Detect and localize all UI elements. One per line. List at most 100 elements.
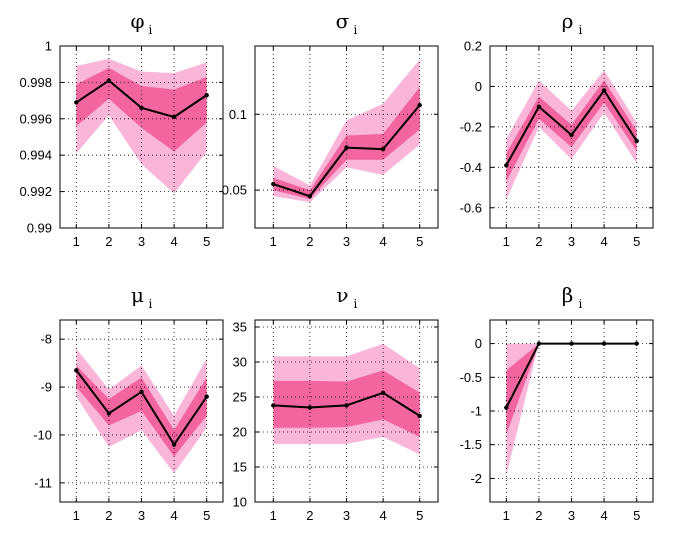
panel-title: μ [131,283,144,307]
median-point [536,104,542,109]
y-tick-label: -9 [40,380,52,395]
y-tick-label: 30 [233,355,247,370]
y-tick-label: -1 [470,404,482,419]
x-tick-label: 4 [600,234,607,249]
panel-title: ν [336,283,348,307]
panel-5: 1 2 3 4 5 10 15 20 25 30 35 ν i [233,283,439,523]
y-tick-label: 35 [233,320,247,335]
panel-title: β [562,283,574,307]
panel-title-subscript: i [579,23,583,37]
panel-2: 1 2 3 4 5 0.05 0.1 σ i [222,9,439,249]
median-point [139,105,144,111]
x-tick-label: 3 [138,234,145,249]
y-tick-label: -10 [33,427,52,442]
median-point [74,368,79,373]
y-tick-label: 0.99 [27,221,52,236]
y-tick-label: 15 [233,460,247,475]
median-point [536,341,542,346]
median-point [634,138,639,144]
x-tick-label: 1 [503,508,510,523]
x-tick-label: 1 [270,234,277,249]
median-point [139,389,144,395]
median-point [504,405,509,410]
median-point [417,413,422,419]
panel-1: 1 2 3 4 5 0.99 0.992 0.994 0.996 0.998 1 φ i [19,9,224,249]
y-tick-label: -1.5 [460,437,482,452]
median-point [106,411,112,416]
x-tick-label: 3 [343,234,350,249]
x-tick-label: 2 [535,234,542,249]
median-point [601,341,607,346]
panel-title-subscript: i [149,23,153,37]
y-tick-label: -0.2 [460,119,482,134]
y-tick-label: -8 [40,332,52,347]
median-point [204,92,209,98]
y-tick-label: 25 [233,390,247,405]
x-tick-label: 4 [379,508,386,523]
median-point [204,394,209,399]
median-point [344,145,349,150]
x-tick-label: 4 [170,508,177,523]
y-tick-label: -0.6 [460,200,482,215]
y-tick-label: 0.1 [229,107,247,122]
x-tick-label: 1 [270,508,277,523]
y-tick-label: 0.996 [19,111,52,126]
x-tick-label: 3 [138,508,145,523]
panel-title-subscript: i [579,297,583,311]
x-tick-label: 2 [535,508,542,523]
panel-3: 1 2 3 4 5 -0.6 -0.4 -0.2 0 0.2 ρ i [460,9,654,249]
x-tick-label: 1 [73,234,80,249]
y-tick-label: -0.4 [460,160,482,175]
x-tick-label: 5 [633,508,640,523]
y-tick-label: -2 [470,471,482,486]
median-point [307,193,313,199]
panel-title: φ [130,9,144,33]
x-tick-label: 3 [568,508,575,523]
x-tick-label: 5 [416,234,423,249]
median-point [106,78,112,83]
panel-title-subscript: i [149,297,153,311]
x-tick-label: 2 [105,508,112,523]
x-tick-label: 2 [306,234,313,249]
y-tick-label: 1 [45,39,52,54]
y-tick-label: 0 [475,336,482,351]
median-point [271,181,276,187]
outer-credible-band [506,343,637,476]
median-point [601,88,607,93]
median-point [171,114,177,120]
y-tick-label: 0.2 [464,39,482,54]
x-tick-label: 4 [600,508,607,523]
median-point [569,132,574,138]
median-point [344,403,349,408]
median-point [171,442,177,447]
median-point [569,341,574,346]
y-tick-label: 10 [233,495,247,510]
inner-credible-band [76,365,207,457]
x-tick-label: 4 [170,234,177,249]
y-tick-label: 0.992 [19,184,52,199]
median-point [504,163,509,168]
panel-title: ρ [562,9,574,33]
median-point [380,390,386,395]
x-tick-label: 2 [105,234,112,249]
median-point [74,100,79,105]
panel-4: 1 2 3 4 5 -11 -10 -9 -8 μ i [33,283,224,523]
panel-6: 1 2 3 4 5 -2 -1.5 -1 -0.5 0 β i [460,283,654,523]
y-tick-label: -11 [34,475,52,490]
median-point [634,341,639,346]
y-tick-label: 20 [233,425,247,440]
median-point [271,403,276,408]
x-tick-label: 3 [568,234,575,249]
y-tick-label: 0 [475,79,482,94]
x-tick-label: 5 [633,234,640,249]
median-point [380,146,386,152]
x-tick-label: 2 [306,508,313,523]
panel-title-subscript: i [354,297,358,311]
y-tick-label: 0.05 [222,183,247,198]
x-tick-label: 3 [343,508,350,523]
y-tick-label: -0.5 [460,370,482,385]
x-tick-label: 1 [503,234,510,249]
x-tick-label: 1 [73,508,80,523]
inner-credible-band [273,86,420,200]
